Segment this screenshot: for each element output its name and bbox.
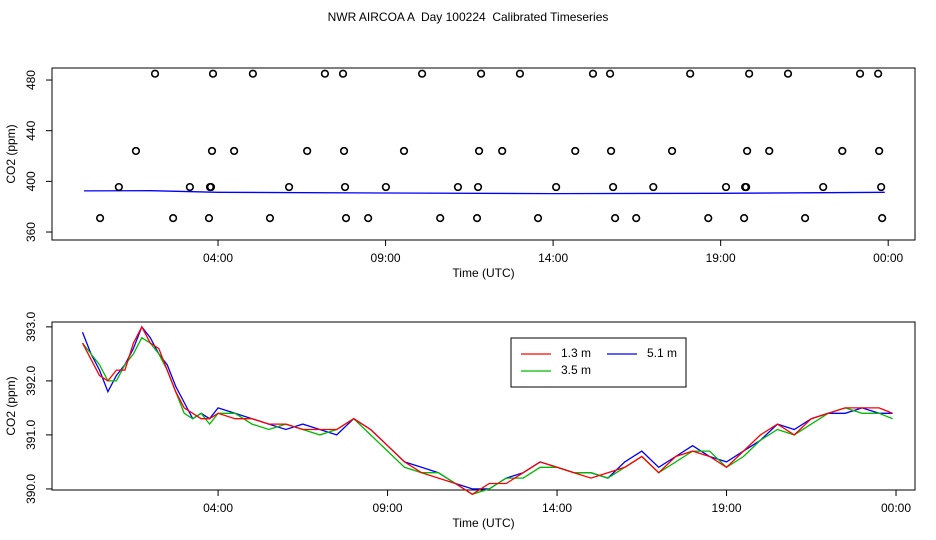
y-tick-label: 400: [24, 171, 38, 191]
data-point: [686, 69, 695, 78]
data-point: [608, 182, 618, 192]
data-point: [381, 182, 391, 192]
data-point: [417, 69, 427, 78]
y-tick-label: 391.0: [24, 420, 38, 450]
data-point: [341, 213, 351, 223]
data-point: [498, 146, 507, 156]
x-axis-label: Time (UTC): [452, 516, 514, 530]
data-point: [632, 213, 641, 223]
data-point: [131, 146, 141, 156]
data-point: [399, 146, 409, 156]
data-point: [855, 69, 865, 78]
data-point: [605, 69, 615, 78]
data-point: [743, 146, 752, 156]
x-tick-label: 04:00: [203, 251, 233, 265]
data-point: [474, 146, 484, 156]
y-axis-label: CO2 (ppm): [4, 376, 18, 435]
data-point: [230, 146, 239, 156]
data-point: [783, 69, 793, 78]
data-point: [204, 213, 214, 223]
legend-label: 3.5 m: [561, 363, 591, 377]
data-point: [742, 182, 751, 192]
data-point: [248, 69, 257, 78]
data-point: [208, 69, 218, 78]
data-line: [83, 190, 885, 195]
data-point: [552, 182, 561, 192]
data-point: [284, 182, 294, 192]
data-point: [436, 213, 445, 223]
data-point: [472, 213, 482, 223]
x-tick-label: 04:00: [203, 501, 233, 515]
data-point: [745, 69, 754, 78]
data-point: [515, 69, 525, 78]
y-tick-label: 360: [24, 222, 38, 242]
data-point: [207, 146, 217, 156]
data-point: [721, 182, 731, 192]
x-tick-label: 00:00: [881, 501, 911, 515]
data-point: [874, 69, 883, 78]
data-point: [649, 182, 658, 192]
data-point: [339, 146, 349, 156]
data-point: [150, 69, 160, 78]
data-point: [740, 213, 749, 223]
data-point: [877, 182, 886, 192]
legend-label: 1.3 m: [561, 346, 591, 360]
data-point: [667, 146, 677, 156]
data-line: [81, 325, 893, 490]
y-tick-label: 440: [24, 120, 38, 140]
data-point: [878, 213, 887, 223]
data-point: [320, 69, 330, 78]
x-tick-label: 09:00: [373, 501, 403, 515]
data-point: [340, 182, 350, 192]
page-title: NWR AIRCOA A Day 100224 Calibrated Times…: [328, 10, 609, 24]
x-tick-label: 14:00: [542, 501, 572, 515]
legend-box: [510, 337, 687, 388]
plot-frame: [51, 67, 916, 241]
data-point: [169, 213, 178, 223]
data-point: [95, 213, 105, 223]
data-point: [533, 213, 543, 223]
data-point: [875, 146, 884, 156]
data-point: [303, 146, 312, 156]
data-point: [473, 182, 483, 192]
data-point: [588, 69, 598, 78]
data-point: [185, 182, 194, 192]
data-point: [265, 213, 275, 223]
data-point: [206, 182, 216, 192]
data-point: [765, 146, 774, 156]
legend-label: 5.1 m: [647, 346, 677, 360]
x-tick-label: 19:00: [712, 501, 742, 515]
data-point: [819, 182, 828, 192]
data-point: [114, 182, 123, 192]
data-point: [453, 182, 463, 192]
y-tick-label: 392.0: [24, 366, 38, 396]
data-line: [81, 336, 893, 496]
y-tick-label: 393.0: [24, 312, 38, 342]
x-tick-label: 19:00: [706, 251, 736, 265]
data-point: [704, 213, 713, 223]
x-tick-label: 09:00: [371, 251, 401, 265]
plot-frame: [51, 321, 916, 491]
x-tick-label: 00:00: [873, 251, 903, 265]
data-point: [800, 213, 810, 223]
data-point: [606, 146, 616, 156]
y-tick-label: 390.0: [24, 474, 38, 504]
data-point: [571, 146, 580, 156]
data-point: [338, 69, 348, 78]
x-axis-label: Time (UTC): [452, 266, 514, 280]
data-line: [81, 325, 893, 496]
x-tick-label: 14:00: [538, 251, 568, 265]
data-point: [364, 213, 373, 223]
data-point: [476, 69, 486, 78]
y-tick-label: 480: [24, 70, 38, 90]
data-point: [838, 146, 847, 156]
y-axis-label: CO2 (ppm): [4, 124, 18, 183]
data-point: [611, 213, 620, 223]
